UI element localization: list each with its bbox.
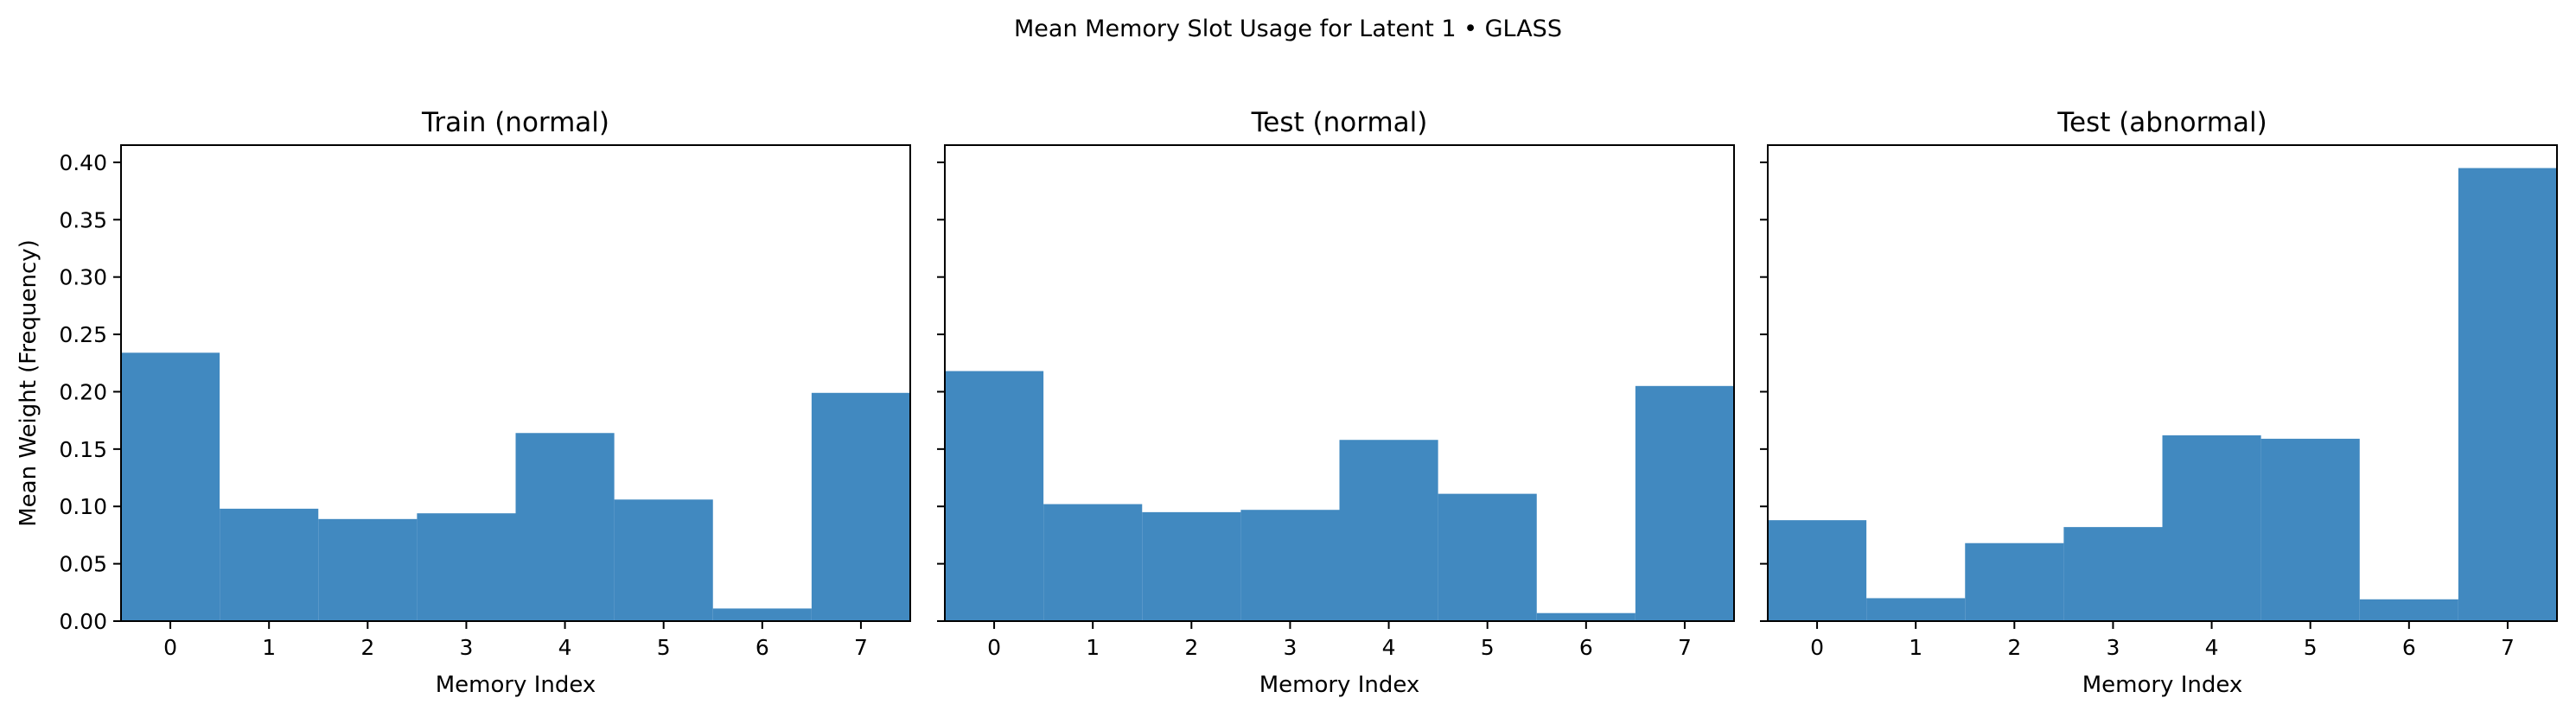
x-tick-label-0-6: 6 (756, 635, 769, 660)
panel-title-0: Train (normal) (421, 107, 609, 138)
bar-2-3 (2063, 527, 2163, 621)
x-tick-label-2-1: 1 (1909, 635, 1922, 660)
y-tick-label-0-3: 0.15 (59, 437, 107, 462)
plot-frame-1 (944, 144, 1735, 622)
x-axis-label-0: Memory Index (436, 672, 596, 698)
bar-0-0 (121, 352, 220, 621)
bar-1-2 (1142, 511, 1241, 621)
x-tick-label-2-3: 3 (2106, 635, 2120, 660)
y-tick-label-0-6: 0.30 (59, 265, 107, 290)
y-axis-label-0: Mean Weight (Frequency) (16, 239, 41, 527)
bar-1-5 (1438, 493, 1537, 621)
x-tick-label-1-4: 4 (1382, 635, 1396, 660)
x-tick-label-2-6: 6 (2402, 635, 2416, 660)
bar-2-1 (1866, 598, 1966, 621)
x-tick-label-2-7: 7 (2501, 635, 2515, 660)
x-tick-label-1-2: 2 (1184, 635, 1198, 660)
x-tick-label-1-7: 7 (1678, 635, 1692, 660)
y-tick-label-0-1: 0.05 (59, 552, 107, 577)
x-tick-label-0-5: 5 (657, 635, 671, 660)
x-tick-label-1-5: 5 (1481, 635, 1495, 660)
bar-2-6 (2359, 599, 2458, 621)
x-tick-label-1-6: 6 (1579, 635, 1593, 660)
x-tick-label-0-2: 2 (360, 635, 374, 660)
bar-1-6 (1536, 612, 1636, 621)
bar-1-7 (1635, 385, 1735, 621)
x-tick-label-0-3: 3 (459, 635, 473, 660)
y-tick-label-0-5: 0.25 (59, 322, 107, 347)
plot-frame-0 (120, 144, 911, 622)
bar-2-7 (2458, 168, 2558, 622)
y-tick-label-0-8: 0.40 (59, 150, 107, 175)
y-tick-label-0-2: 0.10 (59, 494, 107, 519)
panel-title-2: Test (abnormal) (2056, 107, 2267, 138)
panel-title-1: Test (normal) (1251, 107, 1428, 138)
x-tick-label-0-1: 1 (262, 635, 276, 660)
x-tick-label-1-0: 0 (987, 635, 1001, 660)
y-tick-label-0-0: 0.00 (59, 609, 107, 634)
plot-frame-2 (1767, 144, 2558, 622)
y-tick-label-0-7: 0.35 (59, 207, 107, 232)
bar-2-5 (2260, 438, 2360, 621)
bar-0-2 (318, 518, 418, 621)
bar-0-4 (515, 433, 615, 621)
bar-1-1 (1043, 504, 1143, 621)
bar-0-3 (417, 513, 516, 621)
x-axis-label-2: Memory Index (2082, 672, 2243, 698)
x-tick-label-0-4: 4 (558, 635, 572, 660)
bar-0-5 (614, 499, 713, 621)
bar-2-4 (2162, 435, 2261, 621)
y-tick-label-0-4: 0.20 (59, 379, 107, 404)
bar-0-1 (220, 508, 319, 621)
x-tick-label-2-5: 5 (2304, 635, 2318, 660)
x-tick-label-1-3: 3 (1283, 635, 1297, 660)
x-tick-label-2-4: 4 (2205, 635, 2219, 660)
x-tick-label-2-0: 0 (1810, 635, 1824, 660)
bar-1-3 (1240, 510, 1340, 621)
x-tick-label-1-1: 1 (1086, 635, 1100, 660)
x-tick-label-0-0: 0 (163, 635, 177, 660)
x-axis-label-1: Memory Index (1259, 672, 1420, 698)
bar-2-0 (1768, 520, 1867, 621)
bar-0-7 (811, 392, 911, 621)
bar-0-6 (712, 608, 812, 621)
bar-1-4 (1339, 440, 1438, 621)
bar-1-0 (945, 371, 1044, 621)
figure-title: Mean Memory Slot Usage for Latent 1 • GL… (1014, 16, 1562, 42)
x-tick-label-2-2: 2 (2007, 635, 2021, 660)
x-tick-label-0-7: 7 (854, 635, 868, 660)
bar-2-2 (1965, 543, 2064, 621)
